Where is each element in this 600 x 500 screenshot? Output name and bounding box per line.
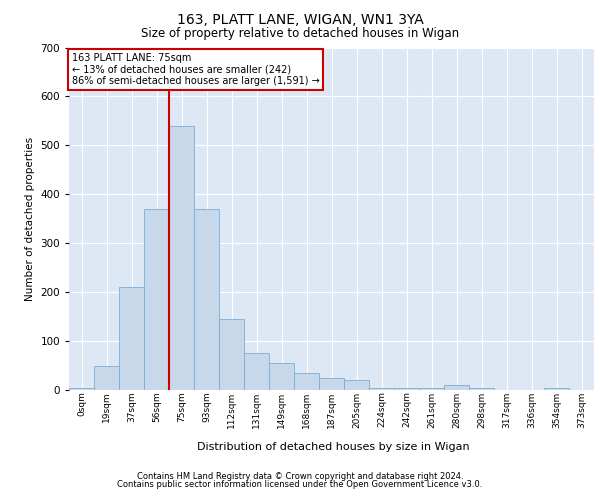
Text: Distribution of detached houses by size in Wigan: Distribution of detached houses by size … [197, 442, 469, 452]
Bar [94, 366, 119, 390]
Bar [69, 388, 94, 390]
Bar [369, 388, 394, 390]
Bar [394, 388, 419, 390]
Text: Contains public sector information licensed under the Open Government Licence v3: Contains public sector information licen… [118, 480, 482, 489]
Text: Contains HM Land Registry data © Crown copyright and database right 2024.: Contains HM Land Registry data © Crown c… [137, 472, 463, 481]
Text: Size of property relative to detached houses in Wigan: Size of property relative to detached ho… [141, 28, 459, 40]
Bar [269, 363, 294, 390]
Bar [294, 373, 319, 390]
Bar [419, 388, 444, 390]
Bar [544, 388, 569, 390]
Bar [319, 378, 344, 390]
Bar [469, 388, 494, 390]
Bar [119, 287, 144, 390]
Text: 163 PLATT LANE: 75sqm
← 13% of detached houses are smaller (242)
86% of semi-det: 163 PLATT LANE: 75sqm ← 13% of detached … [71, 52, 319, 86]
Bar [444, 385, 469, 390]
Bar [144, 209, 169, 390]
Bar [169, 126, 194, 390]
Y-axis label: Number of detached properties: Number of detached properties [25, 136, 35, 301]
Bar [219, 319, 244, 390]
Bar [344, 380, 369, 390]
Bar [194, 209, 219, 390]
Text: 163, PLATT LANE, WIGAN, WN1 3YA: 163, PLATT LANE, WIGAN, WN1 3YA [176, 12, 424, 26]
Bar [244, 354, 269, 390]
